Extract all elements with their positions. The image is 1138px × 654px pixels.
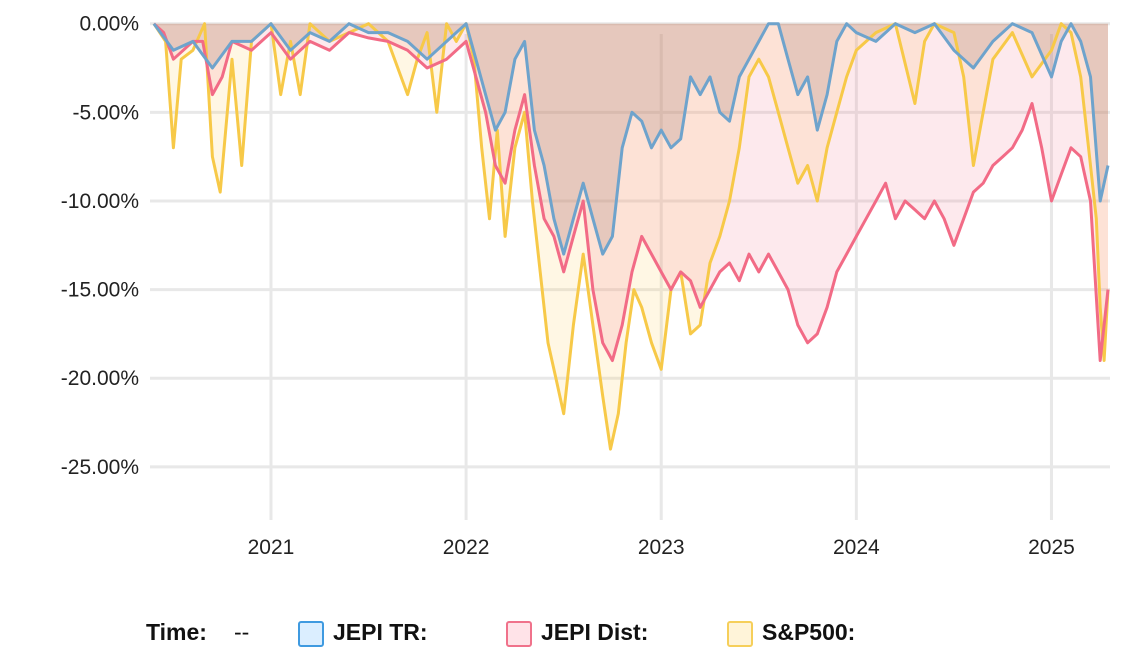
line-jepi-tr bbox=[152, 22, 1110, 256]
series-lines bbox=[152, 22, 1110, 451]
legend: Time: -- JEPI TR: JEPI Dist: S&P500: bbox=[0, 612, 1138, 652]
x-tick-label: 2024 bbox=[833, 536, 880, 559]
drawdown-chart: 0.00%-5.00%-10.00%-15.00%-20.00%-25.00% … bbox=[61, 13, 1110, 559]
y-tick-label: -15.00% bbox=[61, 279, 139, 302]
legend-swatch-jepi-dist[interactable] bbox=[506, 621, 532, 647]
legend-label-sp500: S&P500: bbox=[762, 619, 856, 645]
x-axis-ticks: 2021 2022 2023 2024 2025 bbox=[248, 536, 1075, 559]
series-areas bbox=[153, 23, 1108, 450]
x-tick-label: 2022 bbox=[443, 536, 490, 559]
legend-time-label: Time: bbox=[146, 619, 207, 645]
grid-lines bbox=[150, 22, 1110, 520]
area-s-p500 bbox=[153, 23, 1108, 450]
y-tick-label: 0.00% bbox=[79, 13, 139, 36]
y-axis-ticks: 0.00% -5.00% -10.00% -15.00% -20.00% -25.00% bbox=[61, 13, 139, 479]
line-jepi-dist bbox=[152, 22, 1110, 362]
x-tick-label: 2021 bbox=[248, 536, 295, 559]
y-tick-label: -5.00% bbox=[72, 101, 139, 124]
y-tick-label: -20.00% bbox=[61, 367, 139, 390]
x-tick-label: 2025 bbox=[1028, 536, 1075, 559]
x-tick-label: 2023 bbox=[638, 536, 685, 559]
legend-swatch-sp500[interactable] bbox=[727, 621, 753, 647]
legend-time-value: -- bbox=[234, 619, 250, 645]
y-tick-label: -10.00% bbox=[61, 190, 139, 213]
legend-label-jepi-tr: JEPI TR: bbox=[333, 619, 428, 645]
line-s-p500 bbox=[152, 22, 1110, 451]
y-tick-label: -25.00% bbox=[61, 456, 139, 479]
area-jepi-dist bbox=[153, 23, 1108, 361]
legend-swatch-jepi-tr[interactable] bbox=[298, 621, 324, 647]
legend-label-jepi-dist: JEPI Dist: bbox=[541, 619, 649, 645]
area-jepi-tr bbox=[153, 23, 1108, 255]
